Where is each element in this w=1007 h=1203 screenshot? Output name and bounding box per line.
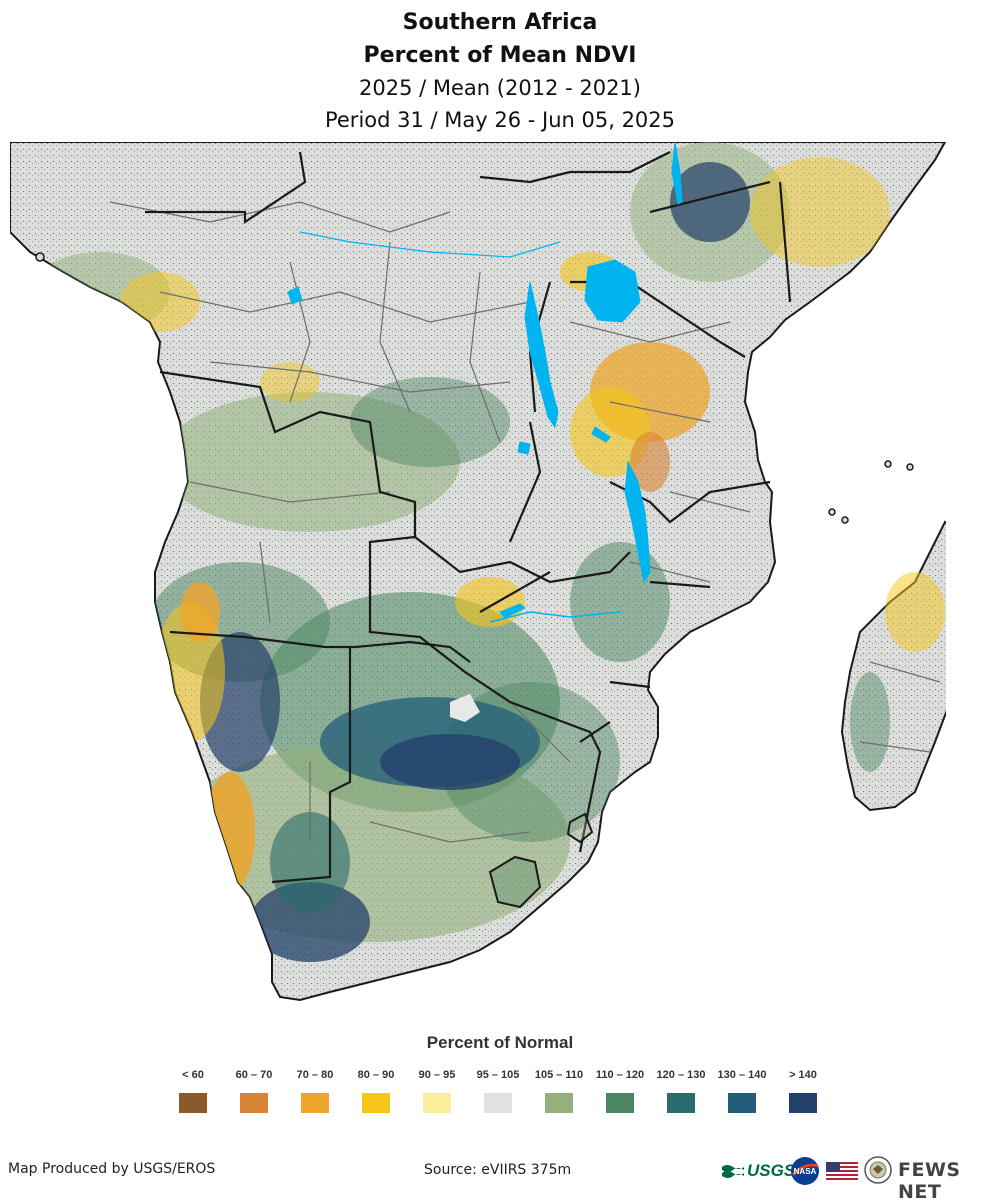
legend-label: 60 – 70 — [235, 1069, 273, 1081]
lake-victoria — [584, 259, 641, 323]
legend-swatch — [484, 1093, 512, 1113]
island — [841, 516, 849, 524]
legend-item: 110 – 120 — [590, 1069, 650, 1113]
legend-label: 90 – 95 — [418, 1069, 456, 1081]
nasa-icon: NASA — [791, 1157, 819, 1185]
lake-turkana — [671, 142, 683, 205]
legend-label: 70 – 80 — [296, 1069, 334, 1081]
legend-item: 120 – 130 — [651, 1069, 711, 1113]
map-subtitle: Percent of Mean NDVI — [363, 43, 637, 68]
legend-swatch — [423, 1093, 451, 1113]
legend-label: < 60 — [182, 1069, 204, 1081]
us-flag-icon — [826, 1162, 858, 1182]
legend-swatch — [667, 1093, 695, 1113]
map-period: Period 31 / May 26 - Jun 05, 2025 — [324, 108, 676, 132]
legend-swatch — [606, 1093, 634, 1113]
island — [828, 508, 836, 516]
madagascar — [840, 520, 946, 812]
island — [35, 252, 45, 262]
lake-mweru — [517, 441, 531, 455]
water-bodies — [287, 142, 683, 722]
sponsor-logos: USGS NASA FEWS NET — [722, 1154, 1000, 1203]
river-zambezi — [489, 611, 621, 623]
lake-kariba — [499, 603, 526, 619]
legend-title: Percent of Normal — [426, 1033, 574, 1052]
legend-item: 105 – 110 — [529, 1069, 589, 1113]
eswatini — [566, 812, 594, 844]
source-text: Source: eVIIRS 375m — [424, 1162, 572, 1178]
legend-item: < 60 — [163, 1069, 223, 1113]
legend-swatch — [240, 1093, 268, 1113]
map-title-block: Southern Africa Percent of Mean NDVI 202… — [0, 6, 1000, 136]
ndvi-map — [10, 142, 946, 1010]
map-title: Southern Africa — [402, 10, 598, 35]
island — [884, 460, 892, 468]
fewsnet-logo-text: FEWS NET — [898, 1159, 961, 1203]
state-seal-icon — [864, 1156, 892, 1184]
usgs-wave-icon — [722, 1165, 744, 1178]
lake-tana-etc — [287, 286, 303, 305]
legend-swatch — [362, 1093, 390, 1113]
legend-item: 95 – 105 — [468, 1069, 528, 1113]
admin-borders — [109, 201, 941, 843]
usgs-logo: USGS — [722, 1158, 795, 1184]
legend-swatch — [545, 1093, 573, 1113]
map-comparison: 2025 / Mean (2012 - 2021) — [359, 76, 641, 100]
legend-item: 70 – 80 — [285, 1069, 345, 1113]
legend-swatch — [728, 1093, 756, 1113]
river-congo — [299, 231, 561, 258]
legend-item: 60 – 70 — [224, 1069, 284, 1113]
legend-swatch — [301, 1093, 329, 1113]
credit-text: Map Produced by USGS/EROS — [8, 1161, 216, 1177]
okavango-delta — [450, 694, 480, 722]
ndvi-map-canvas — [10, 142, 946, 1002]
usgs-text: USGS — [747, 1161, 796, 1180]
lesotho — [488, 855, 542, 909]
ndvi-anomaly-layer — [30, 142, 890, 962]
legend-item: 80 – 90 — [346, 1069, 406, 1113]
legend-label: 105 – 110 — [534, 1069, 584, 1081]
legend-label: 120 – 130 — [656, 1069, 706, 1081]
legend-swatch — [789, 1093, 817, 1113]
legend-label: 80 – 90 — [357, 1069, 395, 1081]
legend-swatch — [179, 1093, 207, 1113]
lake-malawi — [624, 460, 651, 584]
legend-label: 95 – 105 — [476, 1069, 520, 1081]
legend-label: > 140 — [789, 1069, 817, 1081]
legend-label: 110 – 120 — [595, 1069, 645, 1081]
island — [906, 463, 914, 471]
lake-tanganyika — [524, 281, 559, 429]
legend-item: 130 – 140 — [712, 1069, 772, 1113]
lake-rukwa — [591, 426, 611, 443]
svg-text:NASA: NASA — [794, 1167, 817, 1176]
legend-items: < 60 60 – 70 70 – 80 80 – 90 90 – 95 95 – 105… — [170, 1069, 830, 1119]
legend-label: 130 – 140 — [717, 1069, 767, 1081]
legend-item: 90 – 95 — [407, 1069, 467, 1113]
legend-item: > 140 — [773, 1069, 833, 1113]
